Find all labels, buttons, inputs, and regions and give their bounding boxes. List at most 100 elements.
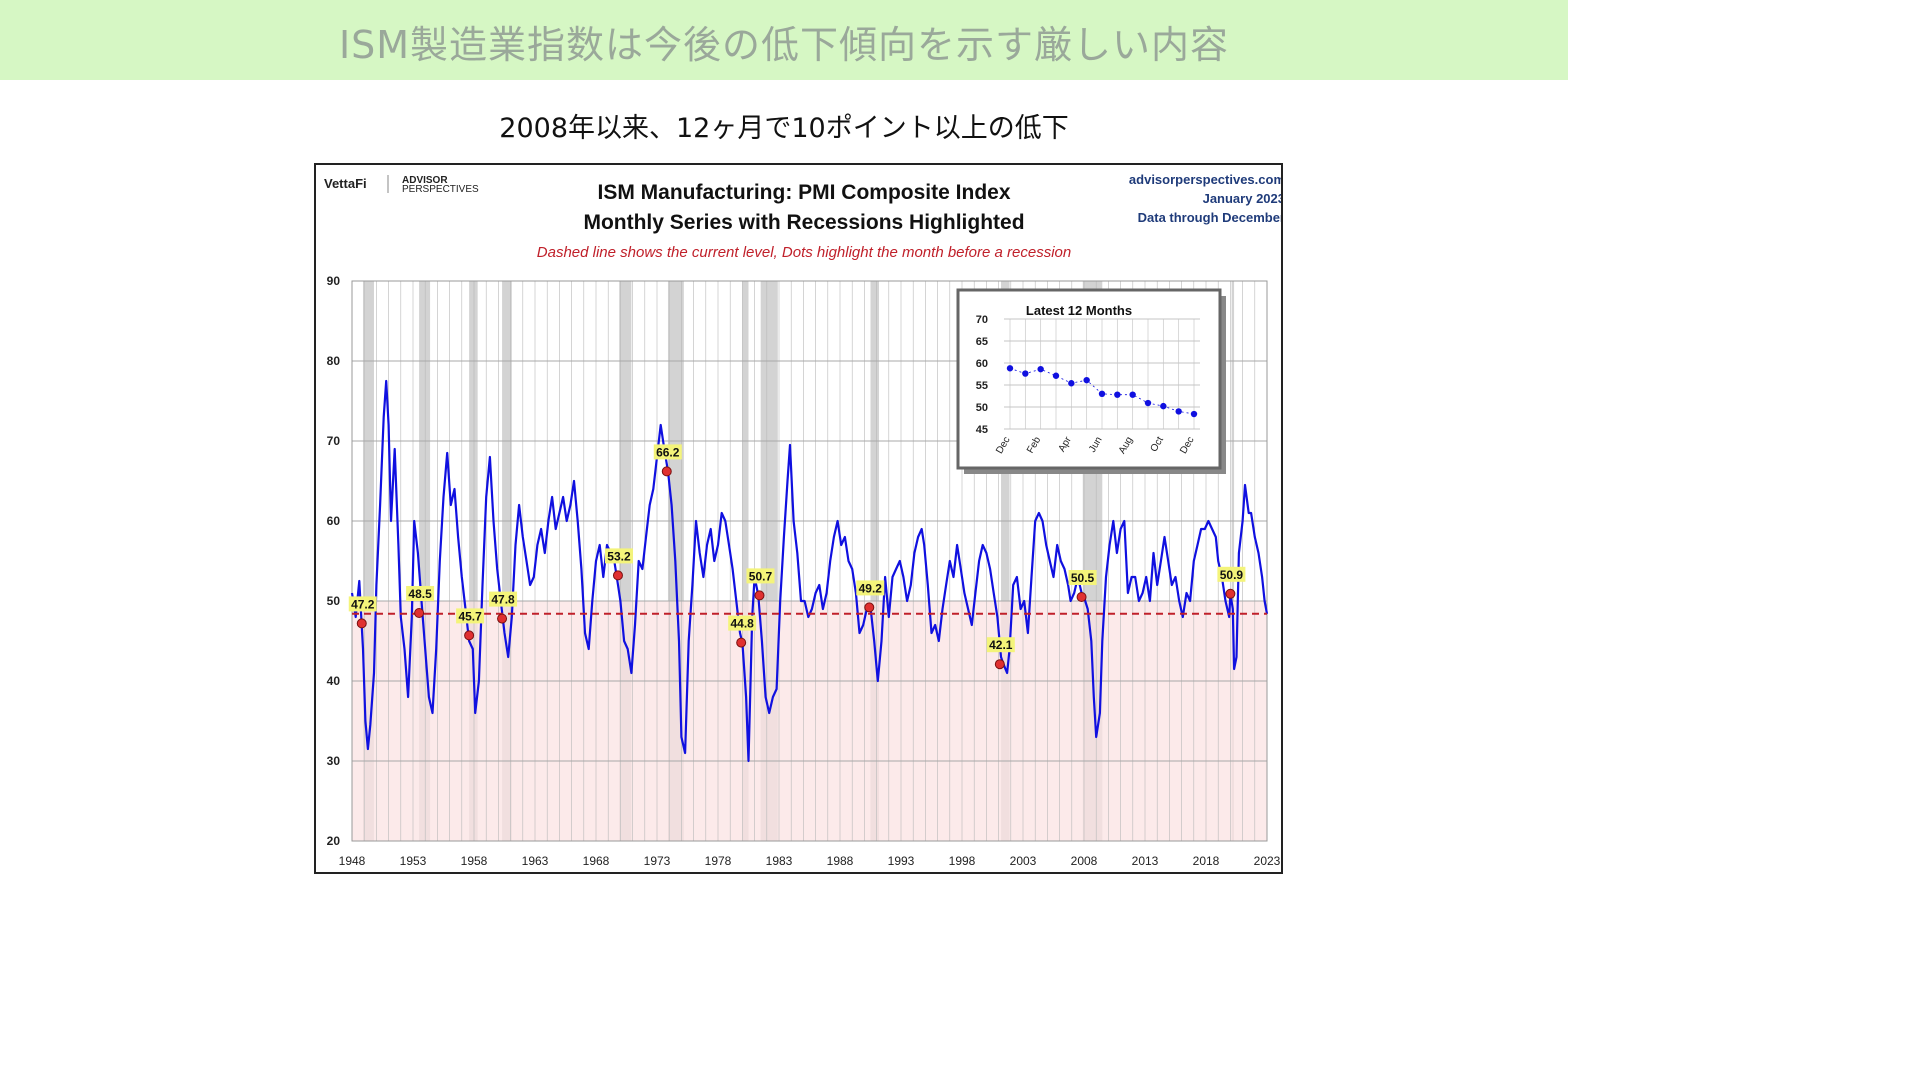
highlight-label-bg (746, 568, 775, 584)
recession-band (1231, 281, 1235, 841)
logo-advisor: ADVISOR (402, 175, 448, 186)
recession-dot (754, 590, 765, 601)
x-tick-label: 1958 (461, 854, 488, 868)
recession-band (1001, 281, 1010, 841)
inset-point (1083, 376, 1090, 384)
inset-point (1037, 365, 1044, 373)
highlight-label: 42.1 (989, 638, 1013, 652)
highlight-label-bg (604, 548, 633, 564)
highlight-label: 53.2 (607, 549, 631, 563)
recession-dot (414, 608, 425, 618)
x-tick-label: 1993 (888, 854, 915, 868)
x-tick-label: 1968 (583, 854, 610, 868)
source-url: advisorperspectives.com (1129, 172, 1281, 187)
y-tick-label: 30 (327, 754, 341, 768)
recession-dot (994, 659, 1005, 670)
inset-y-tick: 65 (976, 336, 988, 348)
highlight-label-bg (856, 580, 885, 596)
recession-band (742, 281, 749, 841)
highlight-label: 45.7 (458, 609, 482, 623)
recession-dot (661, 466, 672, 477)
inset-y-tick: 55 (976, 380, 988, 392)
highlight-label-bg (653, 444, 682, 460)
inset-y-tick: 60 (976, 358, 988, 370)
x-tick-label: 2023 (1254, 854, 1281, 868)
inset-point (1144, 399, 1152, 407)
highlight-label: 50.9 (1220, 568, 1244, 582)
chart-note: Dashed line shows the current level, Dot… (537, 244, 1071, 261)
recession-dot (612, 570, 623, 581)
recession-dot (464, 630, 475, 641)
inset-y-tick: 45 (976, 424, 988, 436)
chart-title: ISM Manufacturing: PMI Composite Index (597, 181, 1010, 204)
highlight-label: 48.5 (408, 587, 432, 601)
chart-frame: 47.2 48.5 45.7 47.8 53.2 66.2 44.8 50.7 49.2 42.1… (314, 163, 1285, 874)
inset-point (1190, 410, 1198, 418)
inset-point (1129, 391, 1136, 398)
highlight-label-bg (456, 608, 485, 624)
y-tick-label: 20 (327, 834, 341, 848)
highlight-label-bg (1068, 570, 1097, 585)
slide-banner: ISM製造業指数は今後の低下傾向を示す厳しい内容 (0, 0, 1568, 80)
inset-y-tick: 50 (976, 402, 988, 414)
highlight-label: 47.2 (351, 597, 375, 611)
y-tick-label: 90 (327, 274, 341, 288)
plot-border (351, 280, 1268, 842)
x-tick-label: 1998 (949, 854, 976, 868)
recession-band (870, 281, 880, 841)
chart-subtitle: Monthly Series with Recessions Highlight… (583, 211, 1024, 234)
x-tick-label: 1948 (339, 854, 366, 868)
inset-point (1022, 370, 1029, 377)
logo-vettafi: VettaFi (324, 176, 367, 191)
inset-point (1006, 365, 1014, 372)
x-tick-label: 1953 (400, 854, 427, 868)
inset-point (1160, 402, 1167, 410)
inset-point (1068, 380, 1075, 387)
pmi-chart: 47.2 48.5 45.7 47.8 53.2 66.2 44.8 50.7 49.2 42.1… (324, 172, 1285, 868)
inset-point (1098, 390, 1106, 397)
highlight-label: 44.8 (731, 617, 755, 631)
recession-band (469, 281, 478, 841)
x-tick-label: 1983 (766, 854, 793, 868)
inset-point (1052, 372, 1060, 379)
recession-dot (1076, 592, 1087, 602)
highlight-label-bg (986, 637, 1015, 653)
x-tick-label: 2008 (1071, 854, 1098, 868)
x-tick-label: 2003 (1010, 854, 1037, 868)
highlight-label: 50.5 (1071, 571, 1095, 585)
inset-y-tick: 70 (976, 314, 988, 326)
below-50-zone (352, 601, 1267, 841)
highlight-label-bg (489, 591, 518, 607)
y-tick-label: 50 (327, 594, 341, 608)
x-tick-label: 1988 (827, 854, 854, 868)
inset-point (1114, 391, 1121, 398)
x-tick-label: 1963 (522, 854, 549, 868)
highlight-label-bg (406, 586, 435, 601)
x-tick-label: 1973 (644, 854, 671, 868)
y-tick-label: 70 (327, 434, 341, 448)
slide-subtitle: 2008年以来、12ヶ月で10ポイント以上の低下 (499, 113, 1069, 144)
source-date: January 2023 (1203, 191, 1281, 206)
highlight-label: 47.8 (491, 593, 515, 607)
recession-dot (736, 637, 747, 648)
recession-dot (356, 618, 367, 629)
highlight-label-bg (1217, 566, 1246, 582)
y-tick-label: 40 (327, 674, 341, 688)
inset-title: Latest 12 Months (1026, 303, 1132, 318)
highlight-label-bg (348, 596, 377, 612)
recession-band (362, 281, 374, 841)
recession-dot (864, 602, 875, 613)
highlight-label: 50.7 (749, 569, 773, 583)
pmi-series-line (350, 379, 1269, 763)
x-tick-label: 1978 (705, 854, 732, 868)
y-tick-label: 80 (327, 354, 341, 368)
inset-point (1175, 408, 1182, 415)
recession-band (502, 281, 512, 841)
recession-dot (1225, 588, 1236, 599)
logo-perspectives: PERSPECTIVES (402, 184, 479, 195)
x-tick-label: 2013 (1132, 854, 1159, 868)
recession-dot (497, 613, 508, 624)
highlight-label: 66.2 (656, 445, 680, 459)
y-tick-label: 60 (327, 514, 341, 528)
